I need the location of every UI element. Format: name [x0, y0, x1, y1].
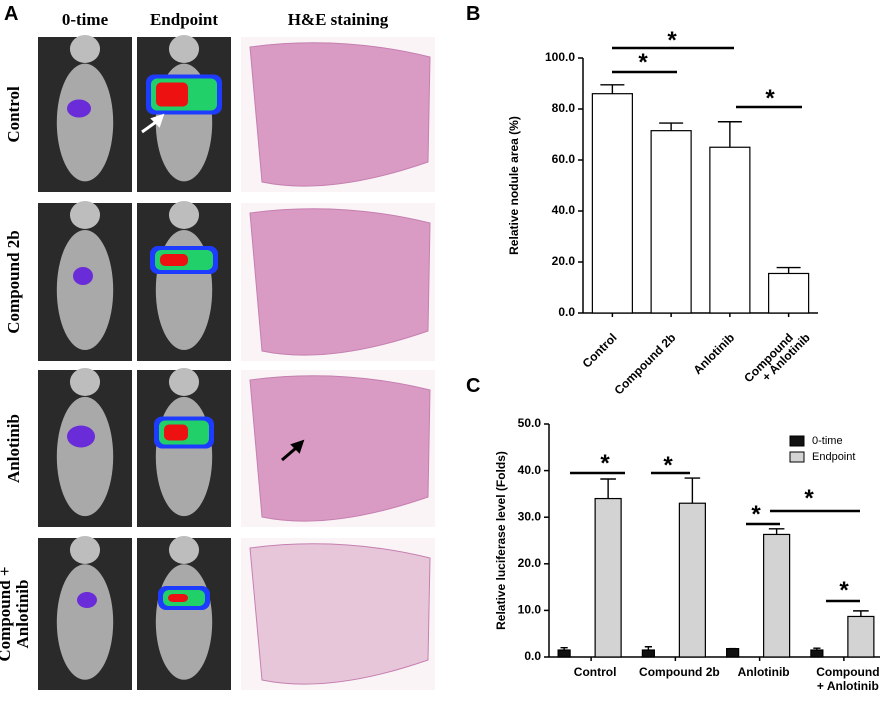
- row-label: Compound 2b: [4, 230, 23, 333]
- x-tick-label: Compound: [816, 665, 879, 679]
- significance-star: *: [839, 577, 849, 604]
- y-tick-label: 0.0: [558, 305, 575, 319]
- legend-label: 0-time: [812, 435, 843, 447]
- signal: [168, 594, 188, 602]
- mouse-body: [56, 564, 114, 680]
- row-label: Anlotinib: [4, 414, 23, 483]
- bar: [650, 130, 692, 314]
- x-tick-label: Control: [580, 331, 620, 371]
- error-bar: [717, 121, 742, 148]
- x-tick-label: Compound 2b: [611, 331, 678, 398]
- bar: [709, 146, 751, 314]
- panel-label: A: [4, 3, 18, 25]
- tissue: [249, 42, 431, 187]
- error-bar: [644, 646, 652, 651]
- significance-star: *: [765, 85, 775, 112]
- legend-swatch: [789, 451, 805, 463]
- row-label: Anlotinib: [13, 580, 32, 649]
- signal: [77, 592, 97, 608]
- legend-label: Endpoint: [812, 451, 855, 463]
- bar: [810, 649, 824, 658]
- row-label: Compound +: [0, 566, 14, 661]
- arrow: [281, 439, 305, 462]
- signal: [156, 82, 188, 107]
- mouse-body: [155, 396, 213, 517]
- error-bar: [684, 477, 701, 504]
- significance-star: *: [667, 27, 677, 54]
- arrow: [141, 113, 165, 134]
- legend-swatch: [789, 435, 805, 447]
- error-bar: [768, 528, 785, 535]
- significance-star: *: [600, 450, 610, 477]
- mouse-body: [56, 229, 114, 351]
- significance-star: *: [804, 485, 814, 512]
- mouse-head: [168, 536, 200, 564]
- y-tick-label: 30.0: [518, 509, 542, 523]
- column-header: Endpoint: [150, 10, 218, 29]
- mouse-head: [69, 536, 101, 564]
- signal: [67, 425, 95, 448]
- row-label: Control: [4, 86, 23, 143]
- significance-star: *: [663, 452, 673, 479]
- mouse-head: [168, 368, 200, 396]
- bar: [726, 648, 740, 658]
- y-tick-label: 20.0: [552, 254, 576, 268]
- bar: [678, 502, 706, 658]
- mouse-head: [69, 368, 101, 396]
- y-tick-label: 60.0: [552, 152, 576, 166]
- column-header: 0-time: [62, 10, 109, 29]
- signal: [160, 254, 188, 266]
- x-tick-label: Anlotinib: [738, 665, 790, 679]
- significance-star: *: [638, 49, 648, 76]
- y-tick-label: 40.0: [552, 203, 576, 217]
- y-tick-label: 100.0: [545, 50, 575, 64]
- y-tick-label: 40.0: [518, 463, 542, 477]
- mouse-head: [69, 201, 101, 229]
- error-bar: [659, 122, 684, 131]
- mouse-body: [56, 396, 114, 517]
- column-header: H&E staining: [288, 10, 389, 29]
- significance-star: *: [751, 501, 761, 528]
- mouse-head: [69, 35, 101, 63]
- bar: [768, 272, 810, 314]
- mouse-head: [168, 201, 200, 229]
- error-bar: [813, 647, 821, 651]
- tissue: [249, 543, 431, 685]
- panel-label: C: [466, 375, 480, 397]
- mouse-body: [155, 564, 213, 680]
- y-axis-label: Relative luciferase level (Folds): [494, 451, 508, 630]
- error-bar: [776, 266, 801, 274]
- x-tick-label: + Anlotinib: [817, 679, 879, 693]
- y-tick-label: 80.0: [552, 101, 576, 115]
- mouse-head: [168, 35, 200, 63]
- y-axis-label: Relative nodule area (%): [507, 116, 521, 255]
- error-bar: [560, 646, 568, 651]
- signal: [164, 424, 188, 441]
- x-tick-label: Control: [574, 665, 617, 679]
- bar: [847, 615, 875, 658]
- signal: [73, 267, 93, 285]
- y-tick-label: 0.0: [524, 649, 541, 663]
- x-tick-label: Compound 2b: [639, 665, 720, 679]
- error-bar: [600, 478, 616, 499]
- error-bar: [600, 84, 625, 94]
- y-tick-label: 10.0: [518, 603, 542, 617]
- y-tick-label: 20.0: [518, 556, 542, 570]
- bar: [763, 533, 791, 658]
- mouse-body: [56, 63, 114, 182]
- signal: [67, 99, 91, 118]
- bar: [557, 649, 571, 658]
- bar: [594, 497, 622, 658]
- bar: [591, 93, 633, 314]
- bar: [641, 649, 655, 658]
- x-tick-label: Anlotinib: [690, 331, 737, 378]
- y-tick-label: 50.0: [518, 416, 542, 430]
- tissue: [249, 208, 431, 356]
- error-bar: [853, 610, 869, 617]
- panel-label: B: [466, 3, 480, 25]
- tissue: [249, 375, 431, 522]
